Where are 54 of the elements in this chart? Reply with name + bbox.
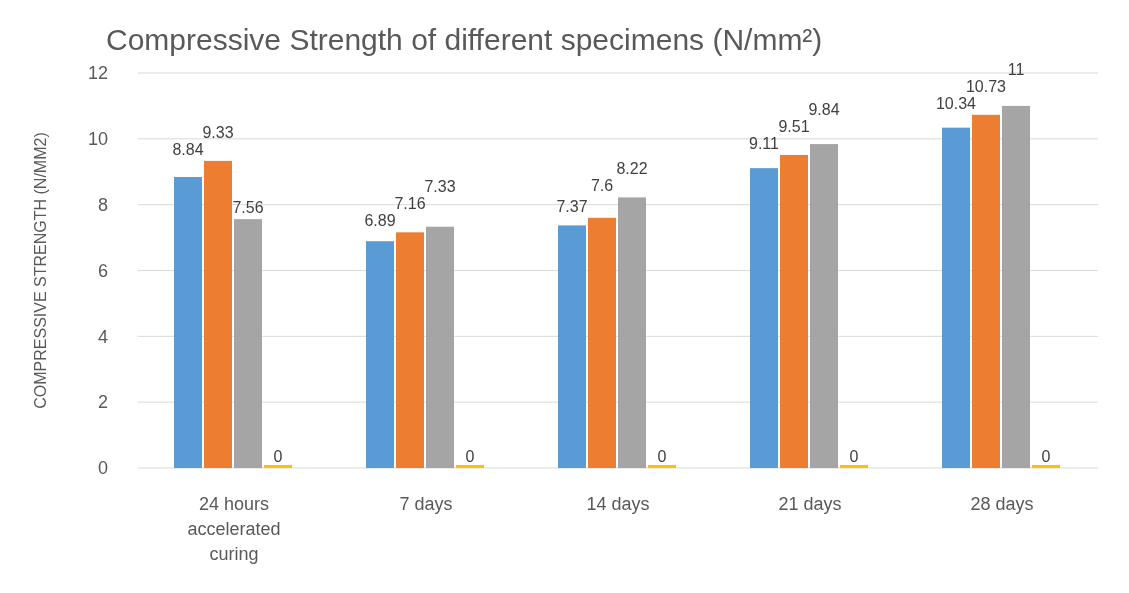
data-label: 8.84 [172,140,204,158]
bar [396,232,424,468]
data-label: 7.37 [556,197,588,215]
bar [942,127,970,468]
data-label: 10.34 [935,94,977,112]
data-label: 7.56 [232,199,264,217]
data-label: 9.33 [202,123,234,141]
data-label: 9.51 [778,117,810,135]
x-tick-label: 14 days [586,494,650,514]
y-tick-label: 2 [97,392,108,413]
bar [366,241,394,468]
data-label: 7.6 [590,177,614,195]
y-tick-label: 12 [87,63,108,84]
x-tick-label: 21 days [778,494,842,514]
bar [1032,465,1060,468]
y-tick-label: 0 [97,458,108,479]
x-tick-label: 7 days [399,494,453,514]
data-label: 7.33 [424,178,456,196]
data-label: 0 [849,448,859,465]
bar [810,144,838,468]
data-label: 9.84 [808,100,840,118]
bar [972,114,1000,468]
y-tick-label: 4 [97,326,108,347]
bar [234,219,262,468]
data-label: 10.73 [965,77,1007,95]
bar [558,225,586,468]
data-label: 8.22 [616,160,648,178]
bar [456,465,484,468]
bar [1002,105,1030,468]
y-tick-label: 6 [97,260,108,281]
data-label: 0 [273,448,283,465]
data-label: 9.11 [749,134,780,152]
bar [840,465,868,468]
y-tick-label: 8 [97,194,108,215]
data-label: 7.16 [394,195,426,213]
y-axis-title: COMPRESSIVE STRENGTH (N/MM2) [32,132,49,409]
chart-title: Compressive Strength of different specimens (N/mm²) [106,23,823,56]
data-label: 0 [1041,448,1051,465]
data-label: 0 [657,448,667,465]
bar [750,168,778,468]
bar [648,465,676,468]
bar [618,197,646,468]
bar [426,226,454,468]
bar [780,154,808,468]
bar [264,465,292,468]
bar [588,217,616,468]
data-label: 11 [1007,60,1025,78]
bar [204,160,232,468]
x-tick-label: 28 days [970,494,1034,514]
data-label: 6.89 [364,212,396,230]
x-tick-label: 24 hours accelerated curing [187,494,281,564]
bar [174,177,202,468]
data-label: 0 [465,448,475,465]
y-tick-label: 10 [87,129,108,150]
